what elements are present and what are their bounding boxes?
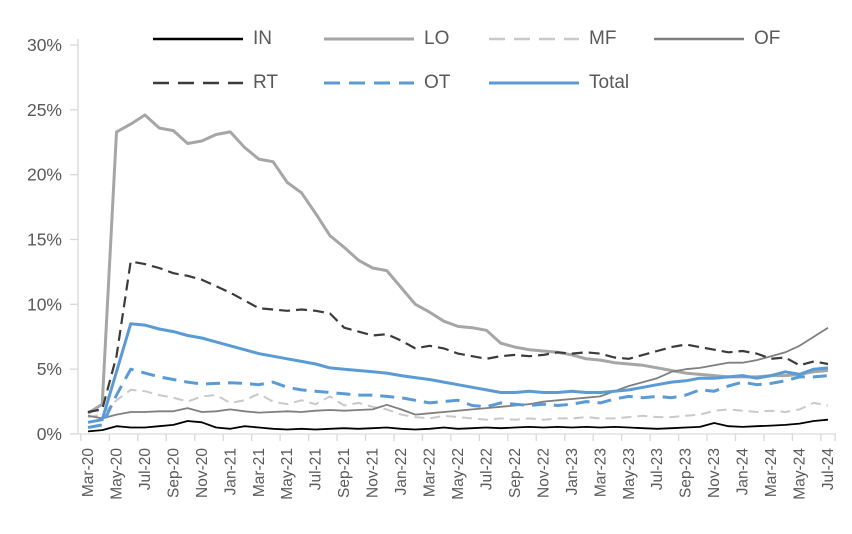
- legend-label-total: Total: [589, 72, 630, 93]
- series-line-rt: [87, 260, 829, 414]
- y-axis-label: 5%: [37, 359, 62, 379]
- legend-item-of: OF: [653, 28, 780, 50]
- legend-line-sample-of: [654, 37, 744, 41]
- series-line-ot: [87, 367, 829, 429]
- series-line-mf: [87, 388, 829, 421]
- legend-item-rt: RT: [152, 72, 278, 94]
- x-axis-label: Jan-24: [735, 448, 752, 496]
- legend-item-lo: LO: [323, 28, 449, 50]
- x-axis-label: Jul-23: [649, 448, 666, 490]
- legend-label-of: OF: [754, 28, 781, 49]
- x-axis-label: Sep-23: [678, 448, 695, 498]
- x-axis-label: Nov-20: [194, 448, 211, 498]
- legend-line-sample-in: [153, 37, 243, 41]
- x-axis-label: Jul-22: [478, 448, 495, 490]
- legend-label-rt: RT: [253, 72, 278, 93]
- legend-line-sample-mf: [489, 37, 579, 41]
- series-line-of: [87, 326, 829, 420]
- legend-label-mf: MF: [589, 28, 617, 49]
- x-axis-label: Sep-21: [336, 448, 353, 498]
- y-axis-label: 20%: [27, 165, 62, 185]
- legend-label-in: IN: [253, 28, 272, 49]
- x-axis-label: May-20: [108, 448, 125, 500]
- x-axis-label: Nov-23: [706, 448, 723, 498]
- legend-line-sample-rt: [153, 81, 243, 85]
- x-axis-label: Jul-21: [308, 448, 325, 490]
- x-axis-label: May-21: [279, 448, 296, 500]
- y-axis-label: 0%: [37, 424, 62, 444]
- x-axis-label: Jan-22: [393, 448, 410, 495]
- legend-item-mf: MF: [488, 28, 616, 50]
- legend-label-ot: OT: [424, 72, 451, 93]
- x-axis-label: May-23: [621, 448, 638, 500]
- x-axis-label: Mar-21: [251, 448, 268, 497]
- series-line-lo: [87, 113, 829, 415]
- x-axis-label: May-24: [792, 448, 809, 500]
- y-axis-label: 15%: [27, 230, 62, 250]
- x-axis-label: Nov-22: [535, 448, 552, 498]
- legend-label-lo: LO: [424, 28, 450, 49]
- y-axis-label: 30%: [27, 35, 62, 55]
- x-axis-label: Mar-22: [422, 448, 439, 497]
- series-line-in: [87, 418, 829, 433]
- x-axis-label: Mar-23: [592, 448, 609, 497]
- legend-item-total: Total: [488, 72, 629, 94]
- x-axis-label: Jan-23: [564, 448, 581, 495]
- x-axis-label: Nov-21: [365, 448, 382, 498]
- legend-line-sample-ot: [324, 81, 414, 85]
- legend-line-sample-lo: [324, 37, 414, 41]
- y-axis-label: 10%: [27, 294, 62, 314]
- x-axis-label: Sep-20: [165, 448, 182, 498]
- series-line-total: [87, 322, 829, 424]
- legend-line-sample-total: [489, 81, 579, 85]
- x-axis-label: Jul-24: [820, 448, 837, 491]
- x-axis-label: Sep-22: [507, 448, 524, 498]
- x-axis-label: May-22: [450, 448, 467, 500]
- y-axis-label: 25%: [27, 100, 62, 120]
- x-axis-label: Jul-20: [137, 448, 154, 491]
- legend-item-ot: OT: [323, 72, 450, 94]
- x-axis-label: Jan-21: [222, 448, 239, 495]
- legend-item-in: IN: [152, 28, 272, 50]
- x-axis-label: Mar-24: [763, 448, 780, 497]
- x-axis-label: Mar-20: [80, 448, 97, 497]
